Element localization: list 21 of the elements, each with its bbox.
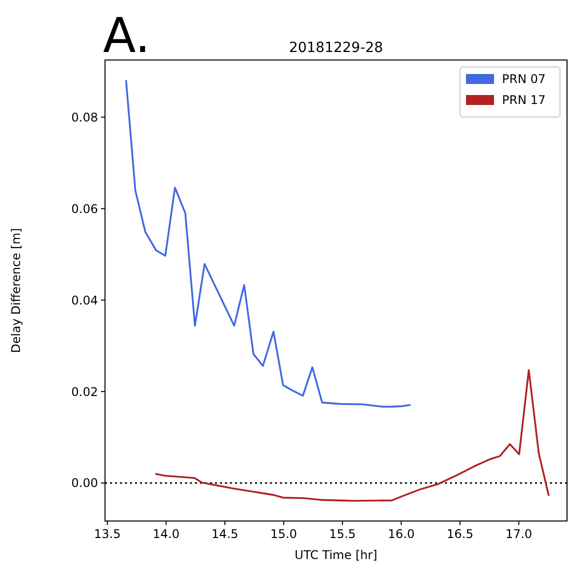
- chart-title: 20181229-28: [288, 40, 384, 56]
- legend-label: PRN 07: [502, 72, 546, 86]
- y-tick-label: 0.02: [71, 384, 98, 399]
- x-tick-label: 14.0: [152, 527, 180, 541]
- x-tick-label: 16.5: [446, 527, 474, 541]
- x-tick-label: 14.5: [212, 527, 238, 541]
- y-axis-title: Delay Difference [m]: [9, 228, 23, 353]
- x-tick-label: 16.0: [388, 527, 415, 541]
- y-tick-label: 0.06: [71, 202, 98, 216]
- x-tick-label: 15.0: [270, 527, 298, 541]
- y-tick-label: 0.08: [71, 110, 98, 124]
- legend-label: PRN 17: [502, 93, 546, 108]
- y-tick-label: 0.04: [71, 293, 98, 308]
- line-series: [154, 369, 550, 502]
- y-tick-label: 0.00: [71, 476, 98, 490]
- x-axis-title: UTC Time [hr]: [294, 548, 378, 562]
- x-tick-label: 15.5: [329, 527, 356, 541]
- annotation: A.: [103, 8, 150, 64]
- x-tick-label: 13.5: [94, 527, 121, 541]
- x-tick-label: 17.0: [505, 527, 532, 541]
- line-series: [125, 79, 412, 408]
